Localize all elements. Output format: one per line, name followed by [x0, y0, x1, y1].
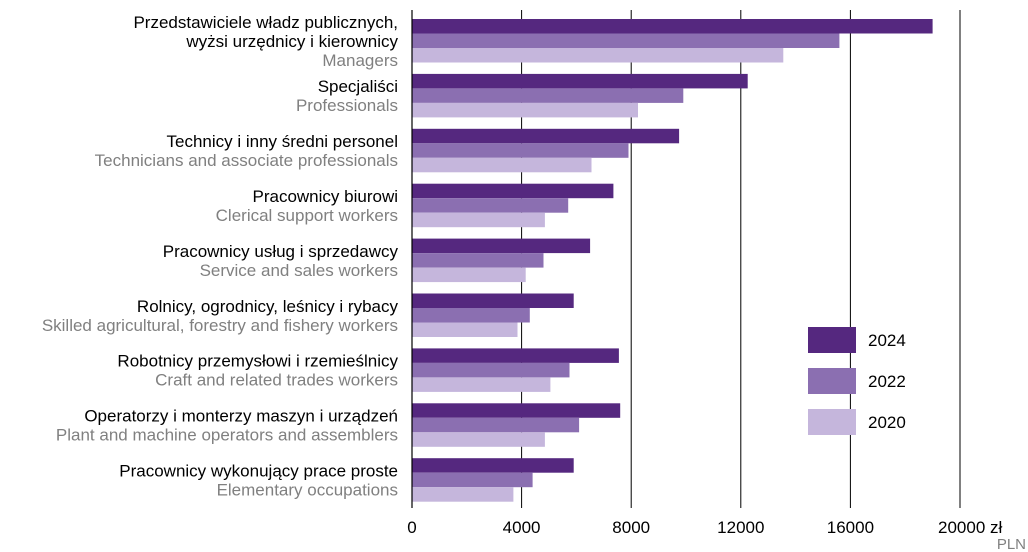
- bar-2022: [412, 88, 684, 103]
- bar-2020: [412, 432, 545, 447]
- category-label-en: Plant and machine operators and assemble…: [56, 426, 398, 445]
- bar-2024: [412, 128, 680, 144]
- category-label-en: Managers: [322, 51, 398, 70]
- bar-2024: [412, 73, 748, 89]
- category-label-pl: Pracownicy usług i sprzedawcy: [163, 242, 399, 261]
- category-label-pl: Robotnicy przemysłowi i rzemieślnicy: [117, 352, 398, 371]
- x-tick-label: 16000: [827, 518, 874, 537]
- legend-label: 2020: [868, 413, 906, 432]
- legend-label: 2022: [868, 372, 906, 391]
- category-label-pl: Pracownicy wykonujący prace proste: [119, 461, 398, 480]
- bar-2024: [412, 183, 614, 199]
- bar-2020: [412, 212, 545, 228]
- bar-2022: [412, 253, 544, 268]
- bar-2022: [412, 33, 840, 48]
- legend-swatch-2020: [808, 409, 856, 435]
- x-tick-label: 8000: [612, 518, 650, 537]
- legend-label: 2024: [868, 331, 906, 350]
- legend-swatch-2024: [808, 327, 856, 353]
- bar-2024: [412, 458, 574, 473]
- bars: [412, 19, 933, 502]
- bar-2022: [412, 472, 533, 488]
- bar-2020: [412, 157, 592, 173]
- bar-2024: [412, 19, 933, 34]
- x-tick-label: 4000: [503, 518, 541, 537]
- bar-2022: [412, 143, 629, 158]
- bar-2024: [412, 238, 591, 254]
- x-axis-ticks: 0 4000 8000 12000 16000 20000 zł: [407, 518, 1002, 537]
- bar-2022: [412, 417, 580, 433]
- category-label-pl: Pracownicy biurowi: [253, 187, 399, 206]
- category-label-pl: Operatorzy i monterzy maszyn i urządzeń: [84, 407, 398, 426]
- category-label-pl: Technicy i inny średni personel: [166, 132, 398, 151]
- category-label-en: Service and sales workers: [200, 261, 398, 280]
- bar-2022: [412, 308, 530, 323]
- category-label-pl: Specjaliści: [318, 77, 398, 96]
- bar-2024: [412, 403, 621, 418]
- bar-2020: [412, 487, 514, 502]
- x-tick-label: 0: [407, 518, 416, 537]
- category-label-en: Craft and related trades workers: [155, 371, 398, 390]
- bar-2020: [412, 377, 551, 392]
- category-label-en: Professionals: [296, 96, 398, 115]
- bar-2020: [412, 267, 526, 283]
- category-label-en: Elementary occupations: [217, 480, 398, 499]
- bar-2020: [412, 322, 518, 337]
- bar-2024: [412, 348, 619, 363]
- category-label-pl: wyżsi urzędnicy i kierownicy: [185, 32, 398, 51]
- category-label-en: Clerical support workers: [216, 206, 398, 225]
- bar-2022: [412, 362, 570, 378]
- x-axis-unit: PLN: [997, 536, 1026, 552]
- x-tick-label: 12000: [717, 518, 764, 537]
- bar-2022: [412, 198, 569, 213]
- category-label-pl: Rolnicy, ogrodnicy, leśnicy i rybacy: [137, 297, 399, 316]
- bar-2024: [412, 293, 574, 308]
- legend: 2024 2022 2020: [808, 327, 906, 435]
- bar-2020: [412, 102, 638, 118]
- category-label-pl: Przedstawiciele władz publicznych,: [133, 13, 398, 32]
- x-tick-label: 20000 zł: [938, 518, 1002, 537]
- category-labels: Przedstawiciele władz publicznych,wyżsi …: [42, 13, 399, 500]
- category-label-en: Technicians and associate professionals: [95, 151, 398, 170]
- legend-swatch-2022: [808, 368, 856, 394]
- bar-2020: [412, 48, 784, 63]
- category-label-en: Skilled agricultural, forestry and fishe…: [42, 316, 398, 335]
